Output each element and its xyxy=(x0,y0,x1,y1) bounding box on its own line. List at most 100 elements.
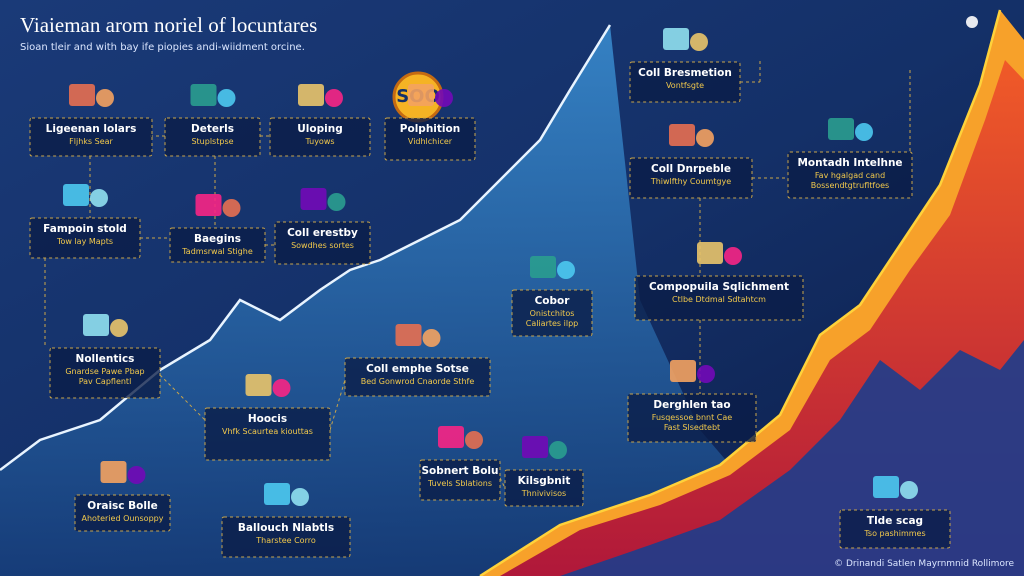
card: Polphition Vidhlchicer xyxy=(384,84,476,161)
card-line: Onistchitos xyxy=(530,309,575,318)
card-icon xyxy=(69,84,95,106)
card-title: Montadh Intelhne xyxy=(797,157,902,169)
card-title: Uloping xyxy=(297,123,342,135)
card-icon xyxy=(557,261,575,279)
card-icon xyxy=(530,256,556,278)
card-title: Coll erestby xyxy=(287,227,358,239)
card: Tlde scag Tso pashimmes xyxy=(839,476,951,549)
card-box xyxy=(169,227,266,263)
card: Coll erestby Sowdhes sortes xyxy=(274,188,371,265)
card-title: Kilsgbnit xyxy=(518,475,571,487)
card-line: Caliartes ilpp xyxy=(526,319,579,328)
card-icon xyxy=(291,488,309,506)
card-line: Vontfsgte xyxy=(666,81,704,90)
card-box xyxy=(787,151,913,199)
card-icon xyxy=(195,194,222,216)
card: Coll Dnrpeble Thiwlfthy Coumtgye xyxy=(629,124,753,199)
card-box xyxy=(29,217,141,259)
card-line: Stuplstpse xyxy=(191,137,233,146)
card-icon xyxy=(325,89,343,107)
card-line: Sowdhes sortes xyxy=(291,241,354,250)
card-icon xyxy=(435,89,453,107)
card: Coll emphe Sotse Bed Gonwrod Cnaorde Sthf… xyxy=(344,324,491,397)
footer-credit: © Drinandi Satlen Mayrnmnid Rollimore xyxy=(834,559,1014,569)
card-icon xyxy=(422,329,441,347)
peak-line xyxy=(479,9,1002,576)
card: Oraisc Bolle Ahoteried Ounsoppy xyxy=(74,461,171,532)
card-box xyxy=(74,494,171,532)
card-title: Cobor xyxy=(535,295,571,307)
card-icon xyxy=(245,374,272,396)
card-title: Tlde scag xyxy=(867,515,923,527)
card-icon xyxy=(465,431,483,449)
card-icon xyxy=(669,124,695,146)
card-box xyxy=(629,157,753,199)
card-icon xyxy=(395,324,422,346)
card-line: Tso pashimmes xyxy=(863,529,925,538)
card-title: Fampoin stold xyxy=(43,223,127,235)
card-line: Gnardse Pawe Pbap xyxy=(65,367,144,376)
title: Viaieman arom noriel of locuntares xyxy=(20,13,317,37)
card-box xyxy=(504,469,584,507)
card-icon xyxy=(272,379,291,397)
card-title: Oraisc Bolle xyxy=(87,500,157,512)
card: Compopuila Sqlichment Ctlbe Dtdmal Sdtaht… xyxy=(634,242,804,321)
card-box xyxy=(274,221,371,265)
card-title: Ligeenan lolars xyxy=(46,123,137,135)
cards: Ligeenan lolars Fljhks Sear Deterls Stuplst… xyxy=(29,28,951,558)
card-icon xyxy=(100,461,127,483)
card: Coll Bresmetion Vontfsgte xyxy=(629,28,741,103)
card: Baegins Tadmsrwal Stighe xyxy=(169,194,266,263)
card-line: Fusqessoe bnnt Cae xyxy=(652,413,732,422)
subtitle: Sioan tleir and with bay ife piopies and… xyxy=(20,42,305,53)
card: Montadh Intelhne Fav hgalgad candBossendt… xyxy=(787,118,913,199)
card-line: Tuvels Sblations xyxy=(427,479,492,488)
card-line: Ahoteried Ounsoppy xyxy=(82,514,164,523)
card-box xyxy=(634,275,804,321)
card-box xyxy=(204,407,331,461)
card: Ligeenan lolars Fljhks Sear xyxy=(29,84,153,157)
card-box xyxy=(221,516,351,558)
card-box xyxy=(344,357,491,397)
card-icon xyxy=(697,242,723,264)
card-line: Tharstee Corro xyxy=(255,536,316,545)
connector xyxy=(159,374,206,421)
card-icon xyxy=(300,188,327,210)
card-title: Polphition xyxy=(400,123,460,135)
card-icon xyxy=(222,199,241,217)
card-icon xyxy=(855,123,873,141)
card-box xyxy=(839,509,951,549)
card-title: Ballouch Nlabtls xyxy=(238,522,334,534)
card-icon xyxy=(438,426,464,448)
card-icon xyxy=(90,189,108,207)
card-box xyxy=(384,117,476,161)
card-icon xyxy=(298,84,324,106)
card: Sobnert Bolu Tuvels Sblations xyxy=(419,426,501,501)
card-icon xyxy=(63,184,89,206)
card: Hoocis Vhfk Scaurtea kiouttas xyxy=(204,374,331,461)
card-title: Sobnert Bolu xyxy=(421,465,498,477)
card: Ballouch Nlabtls Tharstee Corro xyxy=(221,483,351,558)
card-box xyxy=(29,117,153,157)
card: Uloping Tuyows xyxy=(269,84,371,157)
card-icon xyxy=(110,319,128,337)
card-title: Derghlen tao xyxy=(653,399,730,411)
card-title: Coll Bresmetion xyxy=(638,67,732,79)
card: Fampoin stold Tow lay Mapts xyxy=(29,184,141,259)
card: Deterls Stuplstpse xyxy=(164,84,261,157)
connector xyxy=(499,477,506,489)
card-line: Tadmsrwal Stighe xyxy=(181,247,253,256)
card-icon xyxy=(83,314,109,336)
card-line: Pav Capflentl xyxy=(79,377,132,386)
card-icon xyxy=(549,441,567,459)
card-line: Thnivivisos xyxy=(521,489,566,498)
card-box xyxy=(627,393,757,443)
card-icon xyxy=(828,118,854,140)
card-title: Nollentics xyxy=(76,353,135,365)
card-line: Fast Slsedtebt xyxy=(664,423,720,432)
